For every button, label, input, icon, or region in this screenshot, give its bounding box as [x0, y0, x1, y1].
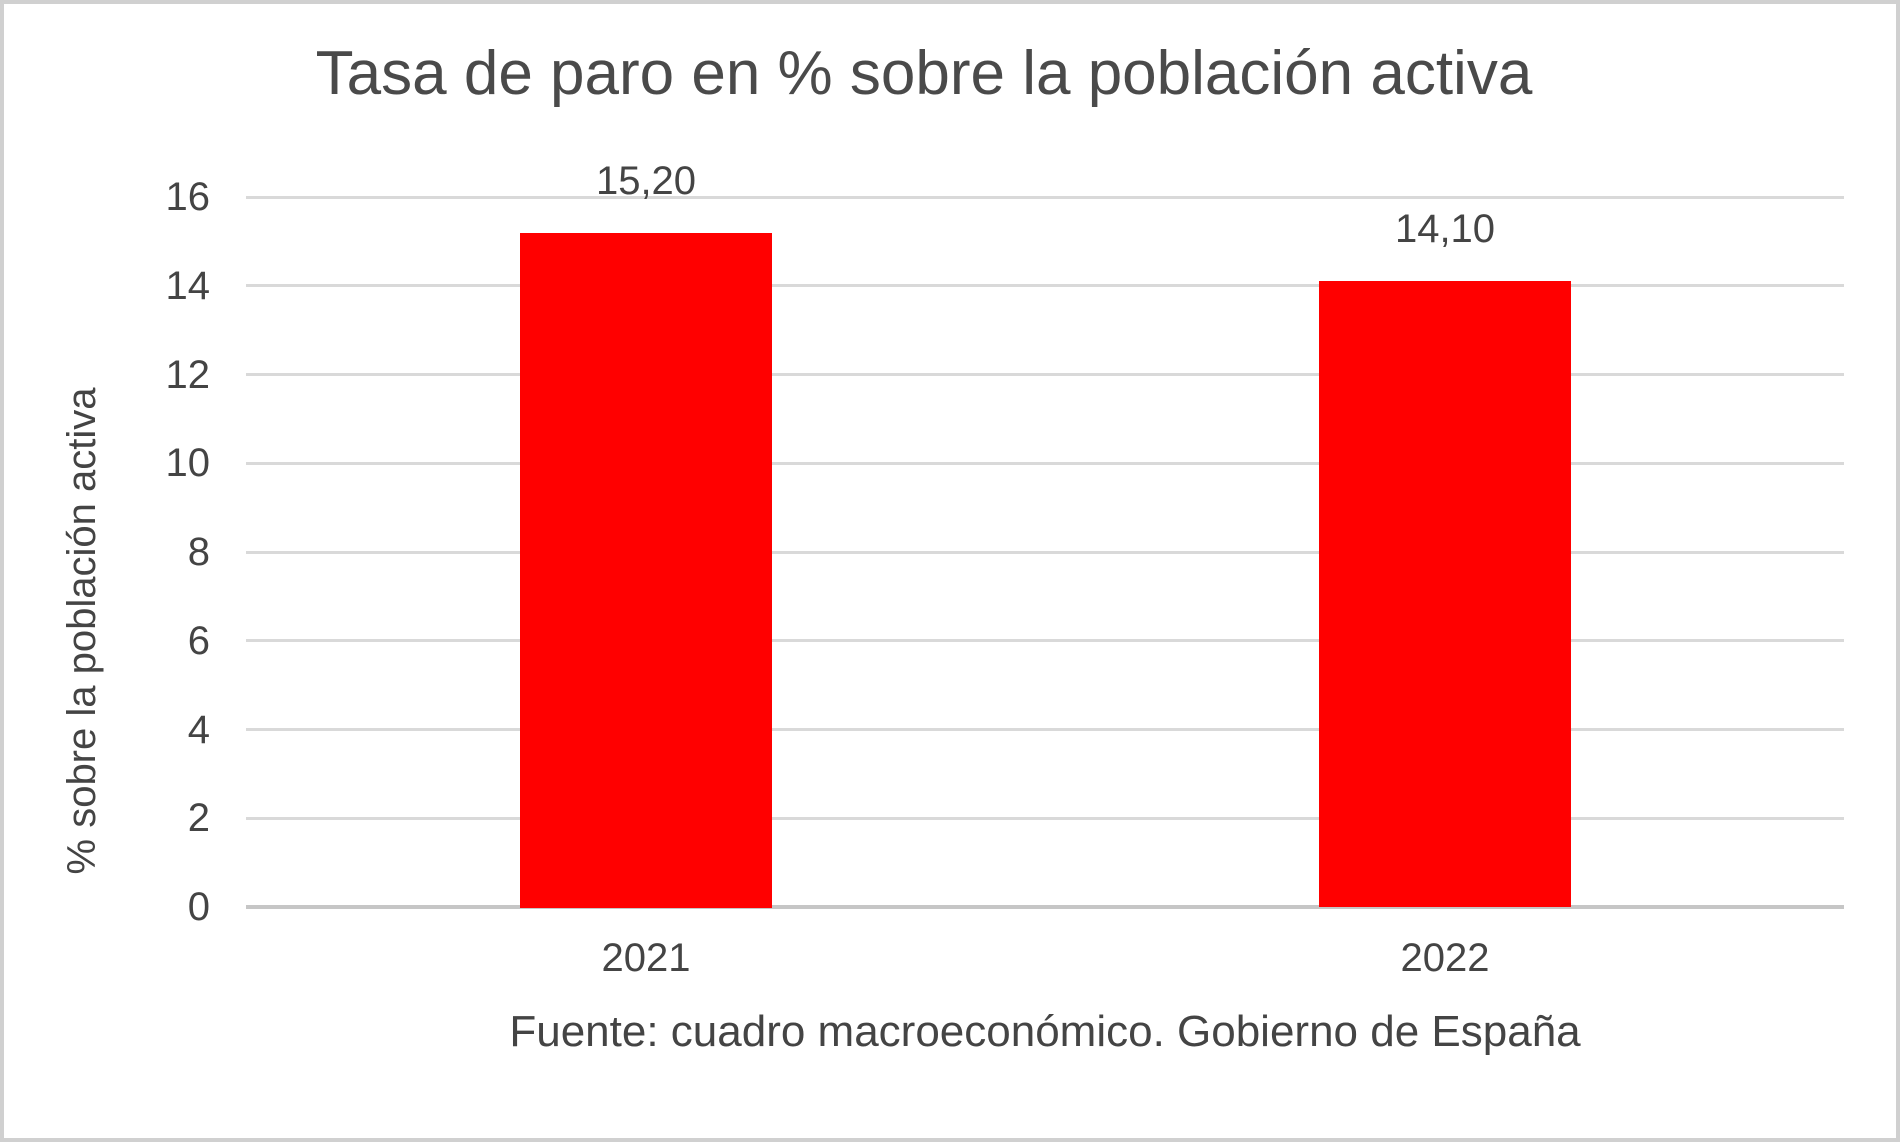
bar-value-label: 14,10 [1394, 207, 1496, 251]
y-tick-label: 16 [165, 175, 211, 219]
y-tick-label: 2 [187, 796, 210, 840]
y-tick-label: 4 [187, 708, 210, 752]
bar-2022 [1319, 281, 1571, 907]
y-gridline [246, 462, 1844, 465]
x-axis-line [246, 905, 1844, 909]
x-category-label: 2022 [1400, 936, 1490, 980]
chart-title: Tasa de paro en % sobre la población act… [315, 39, 1533, 108]
source-caption: Fuente: cuadro macroeconómico. Gobierno … [509, 1007, 1581, 1056]
x-category-label: 2021 [601, 936, 691, 980]
y-gridline [246, 551, 1844, 554]
bar-value-label: 15,20 [595, 159, 697, 203]
y-gridline [246, 196, 1844, 199]
y-gridline [246, 728, 1844, 731]
y-tick-label: 8 [187, 530, 210, 574]
y-tick-label: 12 [165, 353, 211, 397]
y-gridline [246, 639, 1844, 642]
y-gridline [246, 284, 1844, 287]
y-tick-label: 6 [187, 619, 210, 663]
y-tick-label: 10 [165, 441, 211, 485]
y-tick-label: 0 [187, 885, 210, 929]
bar-2021 [520, 233, 772, 908]
y-tick-label: 14 [165, 264, 211, 308]
y-gridline [246, 817, 1844, 820]
y-gridline [246, 373, 1844, 376]
